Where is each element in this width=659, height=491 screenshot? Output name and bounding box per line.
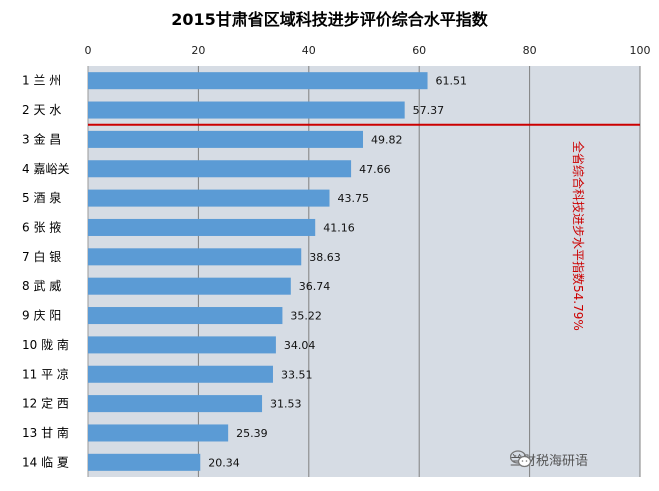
category-label: 4 嘉峪关 xyxy=(22,162,69,176)
data-label: 38.63 xyxy=(309,251,341,264)
wechat-icon xyxy=(510,450,532,468)
data-label: 49.82 xyxy=(371,133,403,146)
data-label: 41.16 xyxy=(323,221,355,234)
data-label: 57.37 xyxy=(413,104,445,117)
bar xyxy=(88,365,273,383)
data-label: 36.74 xyxy=(299,280,331,293)
data-label: 43.75 xyxy=(338,192,370,205)
category-label: 5 酒 泉 xyxy=(22,191,61,205)
data-label: 34.04 xyxy=(284,339,316,352)
bar xyxy=(88,277,291,295)
data-label: 33.51 xyxy=(281,368,313,381)
category-label: 12 定 西 xyxy=(22,396,69,411)
chart-title: 2015甘肃省区域科技进步评价综合水平指数 xyxy=(171,10,488,29)
category-labels: 1 兰 州 2 天 水 3 金 昌 4 嘉峪关 5 酒 泉 6 张 掖 7 白 银 8 武 威… xyxy=(22,74,69,470)
category-label: 7 白 银 xyxy=(22,249,61,264)
category-label: 6 张 掖 xyxy=(22,220,61,234)
x-tick-label: 0 xyxy=(85,44,92,57)
plot-area xyxy=(88,66,640,477)
watermark: 兰财税海研语 xyxy=(510,450,588,469)
category-label: 9 庆 阳 xyxy=(22,309,61,323)
bar xyxy=(88,336,276,354)
category-label: 1 兰 州 xyxy=(22,74,61,88)
data-label: 35.22 xyxy=(290,310,322,323)
data-label: 47.66 xyxy=(359,163,391,176)
category-label: 14 临 夏 xyxy=(22,455,69,469)
x-axis-ticks: 0 20 40 60 80 100 xyxy=(85,44,651,57)
bar xyxy=(88,218,316,236)
bar xyxy=(88,130,364,148)
category-label: 3 金 昌 xyxy=(22,131,61,146)
data-label: 25.39 xyxy=(236,427,268,440)
bar xyxy=(88,101,405,119)
data-label: 61.51 xyxy=(436,75,468,88)
x-tick-label: 40 xyxy=(302,44,316,57)
reference-annotation: 全省综合科技进步水平指数54.79% xyxy=(571,141,586,331)
x-tick-label: 60 xyxy=(412,44,426,57)
data-label: 31.53 xyxy=(270,398,302,411)
bars xyxy=(88,72,428,471)
category-label: 11 平 凉 xyxy=(22,366,69,381)
x-tick-label: 80 xyxy=(523,44,537,57)
bar xyxy=(88,307,283,325)
category-label: 8 武 威 xyxy=(22,279,61,293)
bar xyxy=(88,248,302,266)
bar xyxy=(88,395,263,413)
data-label: 20.34 xyxy=(208,456,240,469)
bar xyxy=(88,72,428,90)
x-tick-label: 20 xyxy=(191,44,205,57)
x-tick-label: 100 xyxy=(630,44,651,57)
category-label: 10 陇 南 xyxy=(22,337,69,352)
watermark-text: 兰财税海研语 xyxy=(510,454,589,469)
bar xyxy=(88,453,201,471)
category-label: 2 天 水 xyxy=(22,103,61,117)
category-label: 13 甘 南 xyxy=(22,425,69,440)
bar xyxy=(88,189,330,207)
bar xyxy=(88,424,229,442)
data-labels: 61.51 57.37 49.82 47.66 43.75 41.16 38.63 36.74… xyxy=(208,75,467,470)
bar xyxy=(88,160,352,178)
